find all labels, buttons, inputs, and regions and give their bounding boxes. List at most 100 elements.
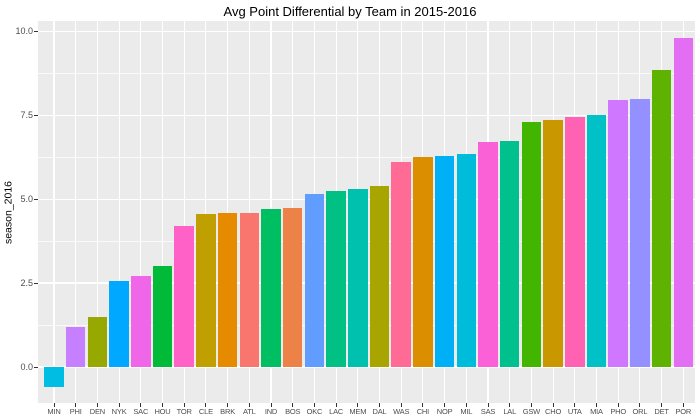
bar-CHI bbox=[413, 157, 433, 368]
x-tick-mark bbox=[444, 403, 446, 407]
y-tick-mark bbox=[34, 115, 38, 117]
bar-PHO bbox=[608, 100, 628, 368]
x-tick-mark bbox=[682, 403, 684, 407]
gridline-major-x bbox=[140, 21, 142, 403]
bar-DEN bbox=[87, 316, 108, 368]
x-tick-label-SAC: SAC bbox=[133, 407, 149, 416]
gridline-major-x bbox=[96, 21, 98, 403]
bar-NOP bbox=[434, 155, 455, 368]
x-tick-mark bbox=[248, 403, 250, 407]
x-tick-label-DAL: DAL bbox=[372, 407, 387, 416]
gridline-major-x bbox=[161, 21, 164, 403]
bar-CLE bbox=[196, 214, 216, 368]
x-tick-label-HOU: HOU bbox=[154, 407, 171, 416]
bar-PHI bbox=[65, 326, 86, 368]
x-tick-label-POR: POR bbox=[675, 407, 692, 416]
gridline-major-x bbox=[183, 21, 185, 403]
y-tick-mark bbox=[34, 31, 38, 33]
x-tick-label-CHI: CHI bbox=[416, 407, 430, 416]
gridline-major-y bbox=[38, 114, 695, 117]
bar-MIL bbox=[456, 153, 477, 368]
bar-WAS bbox=[391, 162, 411, 368]
bar-SAC bbox=[131, 276, 151, 368]
x-tick-mark bbox=[509, 403, 511, 407]
x-tick-label-DET: DET bbox=[654, 407, 669, 416]
x-tick-label-CLE: CLE bbox=[198, 407, 213, 416]
bar-BRK bbox=[217, 212, 238, 368]
x-tick-mark bbox=[487, 403, 489, 407]
x-tick-mark bbox=[75, 403, 77, 407]
x-tick-label-MIA: MIA bbox=[590, 407, 603, 416]
y-tick-label: 10.0 bbox=[15, 26, 33, 37]
x-tick-mark bbox=[530, 403, 532, 407]
x-tick-label-ATL: ATL bbox=[242, 407, 256, 416]
x-tick-mark bbox=[596, 403, 597, 407]
x-tick-label-BOS: BOS bbox=[285, 407, 301, 416]
x-tick-mark bbox=[574, 403, 576, 407]
x-tick-mark bbox=[617, 403, 619, 407]
bar-LAC bbox=[326, 190, 346, 368]
x-tick-mark bbox=[313, 403, 315, 407]
x-tick-mark bbox=[205, 403, 207, 407]
x-tick-label-SAS: SAS bbox=[480, 407, 496, 416]
x-tick-label-PHI: PHI bbox=[69, 407, 82, 416]
bar-ORL bbox=[630, 98, 650, 368]
x-tick-label-MIL: MIL bbox=[460, 407, 473, 416]
y-tick-label: 0.0 bbox=[20, 362, 33, 373]
y-axis-title: season_2016 bbox=[2, 180, 15, 245]
x-tick-mark bbox=[162, 403, 163, 407]
gridline-major-x bbox=[227, 21, 229, 403]
x-tick-mark bbox=[422, 403, 424, 407]
y-tick-label: 2.5 bbox=[20, 278, 33, 289]
x-tick-label-MIN: MIN bbox=[47, 407, 61, 416]
bar-MIA bbox=[586, 115, 607, 368]
bar-GSW bbox=[521, 122, 542, 368]
x-tick-label-IND: IND bbox=[264, 407, 278, 416]
x-tick-mark bbox=[465, 403, 467, 407]
bar-DAL bbox=[369, 185, 390, 368]
bar-POR bbox=[673, 38, 694, 368]
bar-MEM bbox=[348, 189, 368, 368]
gridline-minor-y bbox=[38, 72, 695, 74]
bar-DET bbox=[651, 70, 672, 368]
x-tick-label-MEM: MEM bbox=[349, 407, 367, 416]
x-tick-mark bbox=[357, 403, 359, 407]
x-tick-label-TOR: TOR bbox=[176, 407, 192, 416]
bar-SAS bbox=[478, 142, 498, 368]
x-tick-label-LAC: LAC bbox=[329, 407, 344, 416]
y-tick-mark bbox=[34, 199, 38, 201]
bar-TOR bbox=[174, 226, 194, 368]
x-tick-label-UTA: UTA bbox=[567, 407, 582, 416]
bar-NYK bbox=[109, 281, 129, 368]
x-tick-label-CHO: CHO bbox=[545, 407, 562, 416]
x-tick-mark bbox=[96, 403, 98, 407]
x-tick-label-NOP: NOP bbox=[436, 407, 453, 416]
bar-UTA bbox=[565, 117, 585, 368]
bar-ATL bbox=[239, 212, 260, 368]
bar-BOS bbox=[282, 207, 303, 368]
x-tick-label-GSW: GSW bbox=[522, 407, 541, 416]
y-tick-mark bbox=[34, 283, 38, 285]
x-tick-label-WAS: WAS bbox=[393, 407, 410, 416]
chart-title: Avg Point Differential by Team in 2015-2… bbox=[223, 4, 477, 19]
bar-OKC bbox=[304, 194, 325, 368]
gridline-major-x bbox=[248, 21, 250, 403]
x-tick-label-ORL: ORL bbox=[632, 407, 648, 416]
gridline-major-x bbox=[205, 21, 207, 403]
x-tick-mark bbox=[335, 403, 337, 407]
bar-HOU bbox=[152, 266, 173, 368]
gridline-major-x bbox=[118, 21, 120, 403]
x-tick-mark bbox=[53, 403, 55, 407]
x-tick-mark bbox=[552, 403, 554, 407]
plot-panel bbox=[38, 21, 695, 403]
x-tick-label-PHO: PHO bbox=[610, 407, 627, 416]
x-tick-mark bbox=[227, 403, 229, 407]
x-tick-mark bbox=[400, 403, 402, 407]
x-tick-mark bbox=[639, 403, 641, 407]
gridline-major-x bbox=[75, 21, 77, 403]
bar-IND bbox=[261, 209, 281, 368]
x-tick-mark bbox=[140, 403, 142, 407]
gridline-major-y bbox=[38, 30, 695, 33]
y-tick-label: 7.5 bbox=[20, 110, 33, 121]
